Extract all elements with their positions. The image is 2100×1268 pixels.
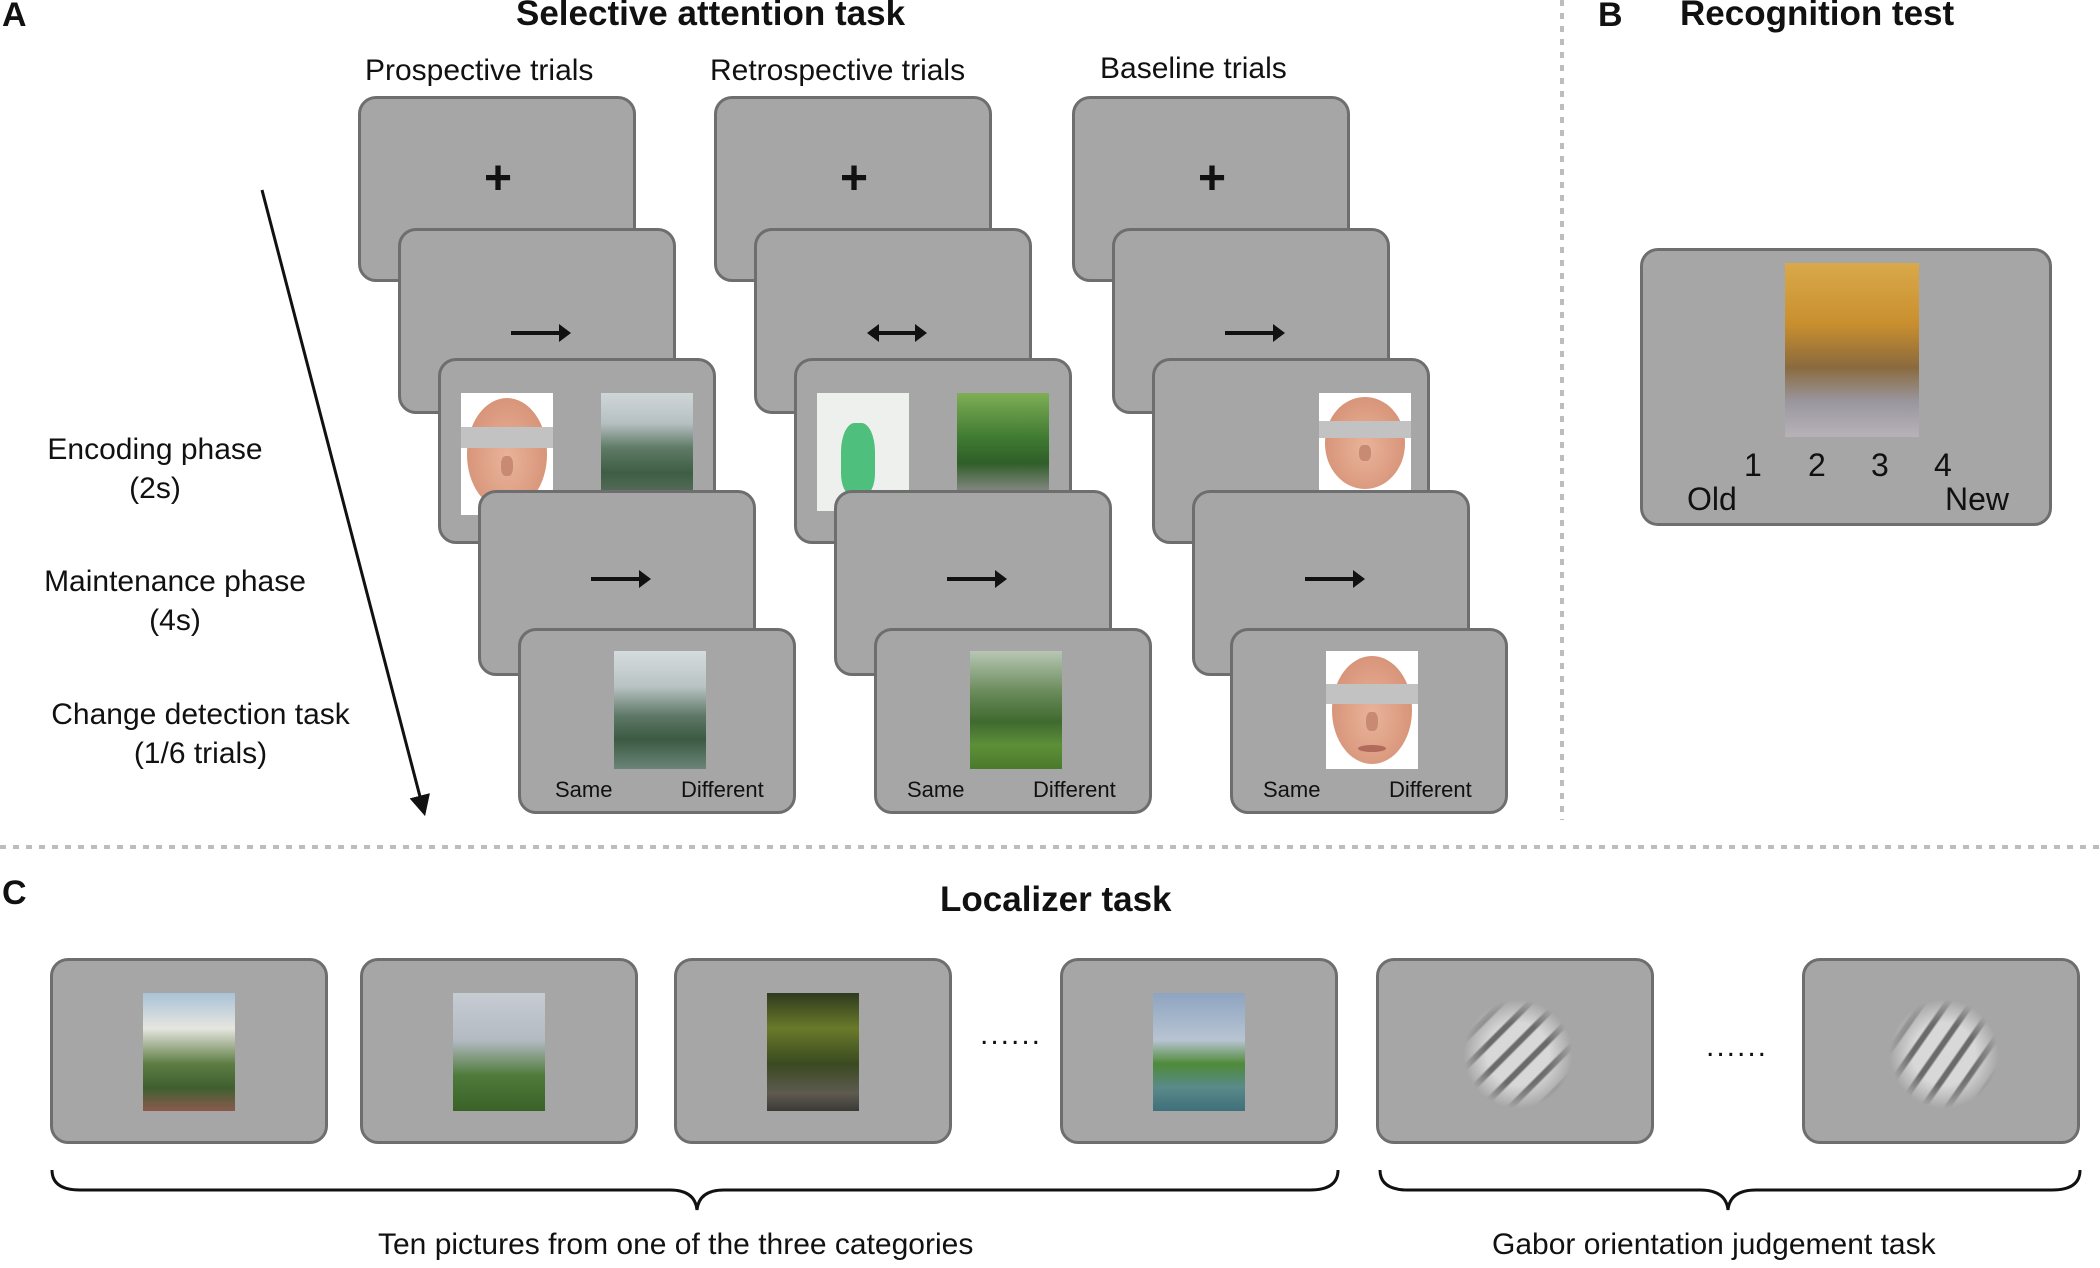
- right-arrow-icon: [947, 570, 1007, 588]
- fixation-cross: +: [1198, 152, 1227, 205]
- localizer-card-2: [360, 958, 638, 1144]
- brace-gabor: [1378, 1169, 2082, 1211]
- right-arrow-icon: [1225, 324, 1285, 342]
- scene-night-road: [767, 993, 859, 1111]
- right-arrow-icon: [1305, 570, 1365, 588]
- panel-letter-b: B: [1598, 0, 1623, 34]
- scale-number-3: 3: [1871, 447, 1889, 483]
- response-same-label: Same: [907, 777, 965, 802]
- brace-pictures: [50, 1169, 1340, 1211]
- localizer-card-1: [50, 958, 328, 1144]
- scene-building: [143, 993, 235, 1111]
- scale-left-label: Old: [1687, 481, 1737, 517]
- scene-forest: [453, 993, 545, 1111]
- panel-letter-a: A: [2, 0, 27, 34]
- localizer-card-3: [674, 958, 952, 1144]
- face-stimulus: [1319, 393, 1411, 493]
- recognition-card: 1 2 3 4 Old New: [1640, 248, 2052, 526]
- gabor-patch: [1889, 999, 1999, 1109]
- fixation-cross: +: [840, 152, 869, 205]
- column-title-baseline: Baseline trials: [1100, 52, 1287, 85]
- right-arrow-icon: [591, 570, 651, 588]
- double-arrow-icon: [867, 324, 927, 342]
- brace-label-gabor: Gabor orientation judgement task: [1492, 1228, 1936, 1261]
- column-title-prospective: Prospective trials: [365, 54, 594, 87]
- gabor-card-2: [1802, 958, 2080, 1144]
- right-arrow-icon: [511, 324, 571, 342]
- response-different-label: Different: [681, 777, 764, 802]
- ellipsis-gabor: ......: [1706, 1030, 1769, 1063]
- baseline-probe-card: Same Different: [1230, 628, 1508, 814]
- scale-number-1: 1: [1744, 447, 1762, 483]
- localizer-card-4: [1060, 958, 1338, 1144]
- fixation-cross: +: [484, 152, 513, 205]
- phase-label-maintenance: Maintenance phase (4s): [44, 565, 306, 637]
- phase-label-change-detection: Change detection task (1/6 trials): [51, 698, 350, 770]
- response-different-label: Different: [1033, 777, 1116, 802]
- scene-stimulus-trees: [957, 393, 1049, 493]
- ellipsis-pictures: ......: [980, 1018, 1043, 1051]
- prospective-probe-card: Same Different: [518, 628, 796, 814]
- gabor-card-1: [1376, 958, 1654, 1144]
- scale-right-label: New: [1945, 481, 2010, 517]
- panel-a-title: Selective attention task: [516, 0, 906, 33]
- scene-lake: [1153, 993, 1245, 1111]
- response-different-label: Different: [1389, 777, 1472, 802]
- scale-number-4: 4: [1934, 447, 1952, 483]
- scene-probe-trees: [970, 651, 1062, 769]
- scene-probe-mountains: [614, 651, 706, 769]
- response-same-label: Same: [555, 777, 613, 802]
- panel-b-title: Recognition test: [1680, 0, 1955, 33]
- scene-recognition-autumn: [1785, 263, 1919, 437]
- brace-label-pictures: Ten pictures from one of the three categ…: [378, 1228, 974, 1261]
- gabor-patch: [1463, 999, 1573, 1109]
- scale-number-2: 2: [1808, 447, 1826, 483]
- column-title-retrospective: Retrospective trials: [710, 54, 966, 87]
- panel-c-title: Localizer task: [940, 880, 1172, 919]
- response-same-label: Same: [1263, 777, 1321, 802]
- scene-stimulus-mountains: [601, 393, 693, 493]
- panel-letter-c: C: [2, 874, 27, 912]
- face-probe: [1326, 651, 1418, 769]
- time-arrow: [260, 189, 430, 817]
- retrospective-probe-card: Same Different: [874, 628, 1152, 814]
- phase-label-encoding: Encoding phase (2s): [47, 433, 263, 505]
